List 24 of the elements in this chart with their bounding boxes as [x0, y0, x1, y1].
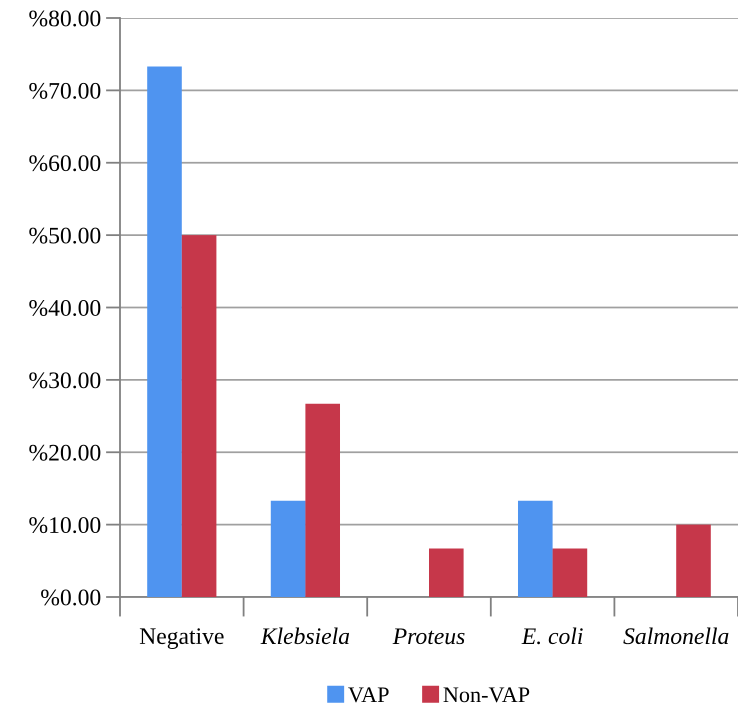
bar: [676, 524, 711, 597]
bar: [429, 548, 464, 597]
bar: [147, 66, 182, 597]
y-tick-label: %40.00: [29, 300, 100, 316]
bar: [552, 548, 588, 597]
bar: [182, 235, 216, 597]
y-tick-label: %70.00: [29, 82, 100, 99]
y-tick-label: %10.00: [29, 517, 100, 534]
y-tick-label: %60.00: [29, 155, 100, 172]
x-tick-label: Negative: [140, 628, 224, 649]
y-tick-label: %80.00: [29, 10, 100, 27]
bar: [305, 404, 340, 597]
x-tick-label: Proteus: [392, 628, 465, 644]
x-tick-label: E. coli: [522, 628, 583, 644]
x-tick-label: Salmonella: [623, 628, 728, 644]
y-tick-label: %50.00: [29, 228, 100, 244]
y-tick-label: %0.00: [41, 589, 100, 606]
y-tick-label: %30.00: [29, 372, 100, 388]
bar: [270, 500, 306, 597]
y-tick-label: %20.00: [29, 444, 100, 461]
bar: [518, 500, 553, 597]
x-tick-label: Klebsiela: [260, 628, 350, 644]
legend-label: VAP: [348, 687, 389, 702]
legend-label: Non-VAP: [443, 687, 530, 702]
